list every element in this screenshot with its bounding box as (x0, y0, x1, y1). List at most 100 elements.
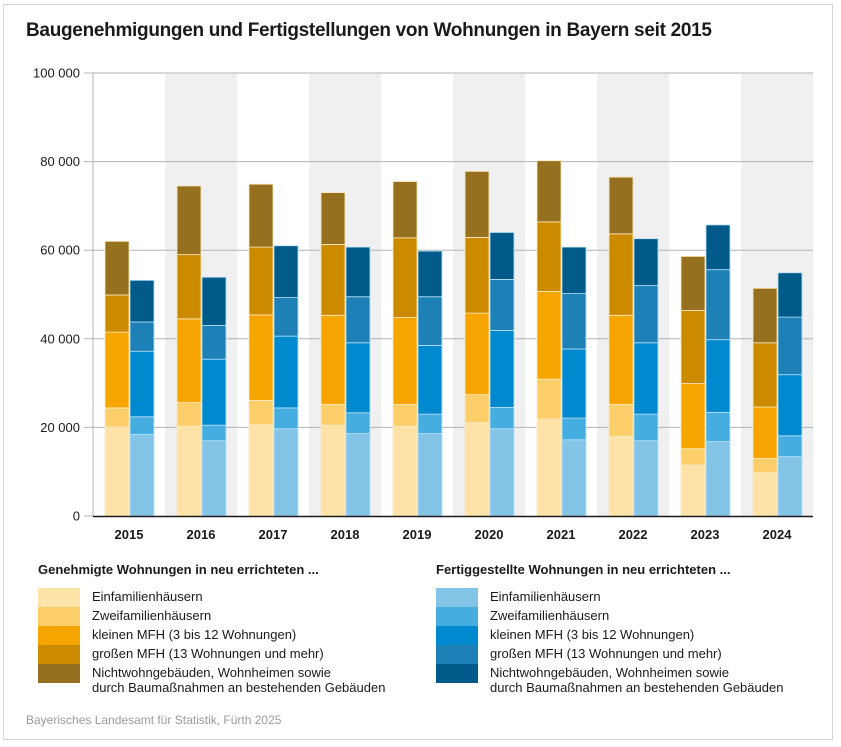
bar-segment-approved-2021-2 (536, 290, 562, 380)
bar-segment-completed-2018-1 (345, 412, 371, 435)
legend-swatch (436, 645, 478, 664)
legend-item: Zweifamilienhäusern (436, 607, 836, 626)
bar-segment-approved-2015-0 (104, 426, 130, 517)
bar-segment-approved-2019-0 (392, 425, 418, 517)
legend-label: großen MFH (13 Wohnungen und mehr) (490, 645, 722, 661)
bar-segment-approved-2016-3 (176, 254, 202, 320)
legend-label: kleinen MFH (3 bis 12 Wohnungen) (490, 626, 694, 642)
x-tick-label: 2019 (403, 527, 432, 542)
y-tick-label: 20 000 (40, 420, 80, 435)
bar-segment-completed-2018-3 (345, 296, 371, 344)
legend-label: kleinen MFH (3 bis 12 Wohnungen) (92, 626, 296, 642)
bar-segment-completed-2024-2 (777, 374, 803, 437)
bar-segment-approved-2022-0 (608, 435, 634, 517)
bar-segment-approved-2020-3 (464, 236, 490, 314)
bar-segment-approved-2019-1 (392, 403, 418, 427)
bar-segment-completed-2019-0 (417, 433, 443, 517)
bar-segment-approved-2018-4 (320, 192, 346, 245)
legend-swatch (436, 664, 478, 683)
bar-segment-completed-2022-1 (633, 413, 659, 442)
bar-segment-approved-2019-3 (392, 237, 418, 318)
legend-label-line: Einfamilienhäusern (92, 589, 203, 604)
legend-approved-title: Genehmigte Wohnungen in neu errichteten … (38, 562, 319, 577)
bar-segment-approved-2023-2 (680, 383, 706, 450)
legend-swatch (436, 588, 478, 607)
bar-segment-completed-2024-3 (777, 316, 803, 376)
bar-segment-completed-2015-0 (129, 434, 155, 517)
bar-segment-completed-2018-2 (345, 342, 371, 414)
bar-segment-completed-2023-4 (705, 224, 731, 271)
bar-segment-completed-2021-3 (561, 293, 587, 350)
y-tick-label: 80 000 (40, 154, 80, 169)
bar-segment-completed-2019-4 (417, 250, 443, 298)
bar-segment-approved-2015-4 (104, 240, 130, 296)
bar-segment-completed-2017-1 (273, 407, 299, 430)
bar-segment-completed-2018-4 (345, 246, 371, 298)
y-tick-label: 0 (73, 509, 80, 524)
legend-label: Nichtwohngebäuden, Wohnheimen sowie durch… (92, 664, 385, 695)
legend-label-line: kleinen MFH (3 bis 12 Wohnungen) (92, 627, 297, 642)
legend-label: Nichtwohngebäuden, Wohnheimen sowie durch… (490, 664, 783, 695)
bar-segment-approved-2023-4 (680, 256, 706, 311)
bar-segment-completed-2017-4 (273, 245, 299, 299)
legend-swatch (38, 664, 80, 683)
legend-swatch (38, 607, 80, 626)
bar-segment-completed-2021-2 (561, 348, 587, 419)
legend-swatch (38, 588, 80, 607)
bar-segment-approved-2016-2 (176, 318, 202, 403)
bar-segment-completed-2024-0 (777, 456, 803, 517)
bar-segment-completed-2020-1 (489, 407, 515, 430)
bar-segment-approved-2023-1 (680, 448, 706, 466)
x-tick-label: 2024 (763, 527, 793, 542)
x-tick-label: 2023 (691, 527, 720, 542)
bar-segment-completed-2020-3 (489, 279, 515, 331)
bar-segment-completed-2018-0 (345, 433, 371, 517)
legend-label-line: durch Baumaßnahmen an bestehenden Gebäud… (490, 680, 784, 695)
bar-segment-completed-2017-2 (273, 335, 299, 409)
legend-item: Einfamilienhäusern (436, 588, 836, 607)
legend-label: großen MFH (13 Wohnungen und mehr) (92, 645, 324, 661)
x-tick-label: 2022 (619, 527, 648, 542)
bar-segment-approved-2020-1 (464, 394, 490, 423)
legend-label: Einfamilienhäusern (490, 588, 601, 604)
bar-segment-approved-2016-0 (176, 425, 202, 517)
legend-label-line: großen MFH (13 Wohnungen und mehr) (92, 646, 324, 661)
bar-segment-completed-2020-2 (489, 329, 515, 408)
bar-segment-approved-2015-3 (104, 294, 130, 333)
x-tick-labels: 2015 2016 2017 2018 2019 2020 2021 2022 2023 2024 (115, 527, 793, 542)
legend-item: kleinen MFH (3 bis 12 Wohnungen) (436, 626, 836, 645)
bars (104, 160, 803, 517)
legend-swatch (436, 626, 478, 645)
legend-label-line: Nichtwohngebäuden, Wohnheimen sowie (490, 665, 729, 680)
bar-segment-completed-2023-0 (705, 441, 731, 517)
bar-segment-completed-2016-2 (201, 358, 227, 426)
bar-segment-approved-2024-3 (752, 342, 778, 408)
chart-title: Baugenehmigungen und Fertigstellungen vo… (26, 20, 712, 41)
bar-segment-completed-2023-3 (705, 269, 731, 341)
x-tick-label: 2017 (259, 527, 288, 542)
x-tick-label: 2016 (187, 527, 216, 542)
bar-segment-completed-2020-0 (489, 428, 515, 517)
bar-segment-completed-2015-2 (129, 350, 155, 418)
bar-segment-approved-2020-0 (464, 422, 490, 517)
legend-label: Einfamilienhäusern (92, 588, 203, 604)
legend-label: Zweifamilienhäusern (490, 607, 609, 623)
bar-segment-approved-2020-2 (464, 312, 490, 396)
y-tick-label: 60 000 (40, 243, 80, 258)
x-tick-label: 2015 (115, 527, 144, 542)
legend-label: Zweifamilienhäusern (92, 607, 211, 623)
bar-segment-approved-2024-2 (752, 406, 778, 459)
bar-segment-completed-2019-2 (417, 345, 443, 415)
legend-item: kleinen MFH (3 bis 12 Wohnungen) (38, 626, 438, 645)
bar-segment-completed-2022-3 (633, 285, 659, 344)
legend-item: Nichtwohngebäuden, Wohnheimen sowie durch… (436, 664, 836, 696)
bar-segment-completed-2024-4 (777, 272, 803, 318)
bar-segment-approved-2016-4 (176, 185, 202, 256)
bar-segment-approved-2016-1 (176, 402, 202, 427)
legend-swatch (436, 607, 478, 626)
bar-segment-approved-2022-3 (608, 233, 634, 316)
bar-segment-approved-2020-4 (464, 170, 490, 238)
bar-segment-completed-2022-2 (633, 342, 659, 415)
bar-segment-approved-2015-2 (104, 331, 130, 409)
